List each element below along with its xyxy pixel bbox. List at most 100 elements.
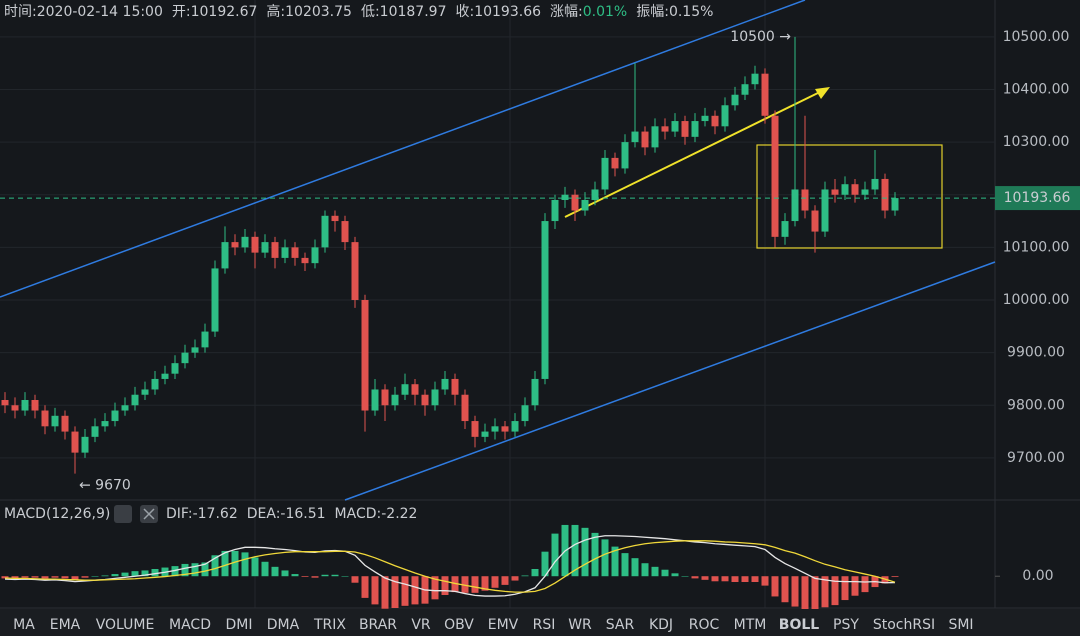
macd-line — [4, 540, 896, 593]
arrow-head — [815, 87, 830, 99]
macd-legend: DEA:-16.51 — [247, 506, 326, 522]
indicator-tab[interactable]: ROC — [689, 617, 720, 633]
macd-bar — [501, 576, 509, 585]
macd-bar — [81, 576, 89, 578]
candle-body — [491, 426, 499, 432]
macd-bar — [321, 574, 329, 577]
macd-bar — [171, 566, 179, 577]
macd-bar — [531, 569, 539, 577]
y-tick-label: 10500.00 — [1003, 29, 1070, 45]
settings-icon[interactable] — [114, 505, 132, 523]
candle-body — [221, 242, 229, 269]
y-tick-label: 10300.00 — [1003, 134, 1070, 150]
header-value: 2020-02-14 15:00 — [37, 4, 163, 20]
indicator-tab[interactable]: VR — [411, 617, 431, 633]
candle-body — [141, 389, 149, 395]
indicator-tab[interactable]: WR — [568, 617, 592, 633]
candle-body — [471, 421, 479, 437]
y-tick-label: 9700.00 — [1007, 450, 1065, 466]
candle-body — [261, 242, 269, 253]
header-item: 高:10203.75 — [266, 3, 352, 20]
indicator-tab[interactable]: DMI — [226, 617, 253, 633]
indicator-tab[interactable]: MA — [13, 617, 35, 633]
candle-body — [111, 410, 119, 422]
indicator-tab[interactable]: BOLL — [779, 617, 819, 633]
macd-bar — [41, 576, 49, 579]
macd-bar — [111, 574, 119, 577]
candle-body — [391, 394, 399, 406]
candle-body — [661, 126, 669, 132]
macd-bar — [441, 576, 449, 595]
macd-bar — [651, 566, 659, 577]
candle-body — [731, 94, 739, 106]
candle-body — [881, 178, 889, 211]
macd-bar — [101, 575, 109, 577]
indicator-tab[interactable]: BRAR — [359, 617, 397, 633]
indicator-tab[interactable]: SAR — [606, 617, 635, 633]
indicator-tab[interactable]: VOLUME — [96, 617, 155, 633]
candle-body — [351, 242, 359, 300]
macd-bar — [291, 574, 299, 577]
channel-upper — [0, 0, 806, 298]
indicator-tab[interactable]: StochRSI — [873, 617, 935, 633]
candle-body — [211, 268, 219, 332]
macd-bar — [701, 576, 709, 580]
macd-line — [4, 535, 896, 597]
candle-body — [591, 189, 599, 200]
indicator-tab[interactable]: TRIX — [313, 617, 346, 633]
candle-body — [71, 431, 79, 453]
macd-bar — [541, 551, 549, 577]
candle-body — [751, 73, 759, 85]
last-price-box — [995, 186, 1080, 211]
candle-body — [851, 184, 859, 195]
macd-bar — [61, 576, 69, 579]
macd-bar — [881, 576, 889, 584]
indicator-tab[interactable]: PSY — [833, 617, 859, 633]
channel-lower — [344, 261, 996, 501]
macd-bar — [381, 576, 389, 609]
candle-body — [91, 426, 99, 437]
candle-body — [131, 394, 139, 406]
candle-body — [641, 131, 649, 148]
macd-bar — [191, 563, 199, 577]
candle-body — [481, 431, 489, 437]
header-label: 低: — [361, 4, 380, 20]
candle-body — [571, 194, 579, 211]
indicator-tab[interactable]: MTM — [734, 617, 767, 633]
range-box — [756, 144, 943, 249]
macd-bar — [611, 546, 619, 577]
header-item: 收:10193.66 — [455, 4, 541, 20]
candle-body — [431, 389, 439, 406]
header-item: 开:10192.67 — [172, 4, 258, 20]
header-label: 时间: — [4, 4, 37, 20]
header-item: 振幅:0.15% — [636, 4, 713, 20]
candle-body — [551, 200, 559, 222]
candle-body — [871, 178, 879, 190]
candle-body — [281, 247, 289, 258]
macd-bar — [141, 570, 149, 577]
indicator-tab[interactable]: SMI — [948, 617, 973, 633]
indicator-tab[interactable]: KDJ — [649, 617, 673, 633]
candle-body — [31, 400, 39, 411]
macd-bar — [891, 576, 899, 578]
indicator-tab[interactable]: EMV — [488, 617, 519, 633]
indicator-tab[interactable]: MACD — [169, 617, 211, 633]
macd-bar — [301, 576, 309, 577]
macd-bar — [271, 566, 279, 577]
macd-bar — [791, 576, 799, 607]
macd-bar — [601, 539, 609, 577]
indicator-tab[interactable]: RSI — [533, 617, 556, 633]
macd-bar — [451, 576, 459, 593]
indicator-tab[interactable]: OBV — [444, 617, 474, 633]
candle-body — [541, 221, 549, 379]
macd-bar — [661, 569, 669, 577]
indicator-tab[interactable]: DMA — [267, 617, 300, 633]
macd-bar — [241, 552, 249, 577]
macd-bar — [331, 574, 339, 577]
candle-body — [801, 189, 809, 211]
candle-body — [761, 73, 769, 116]
candle-body — [671, 121, 679, 132]
indicator-tab[interactable]: EMA — [50, 617, 81, 633]
candle-body — [451, 378, 459, 395]
